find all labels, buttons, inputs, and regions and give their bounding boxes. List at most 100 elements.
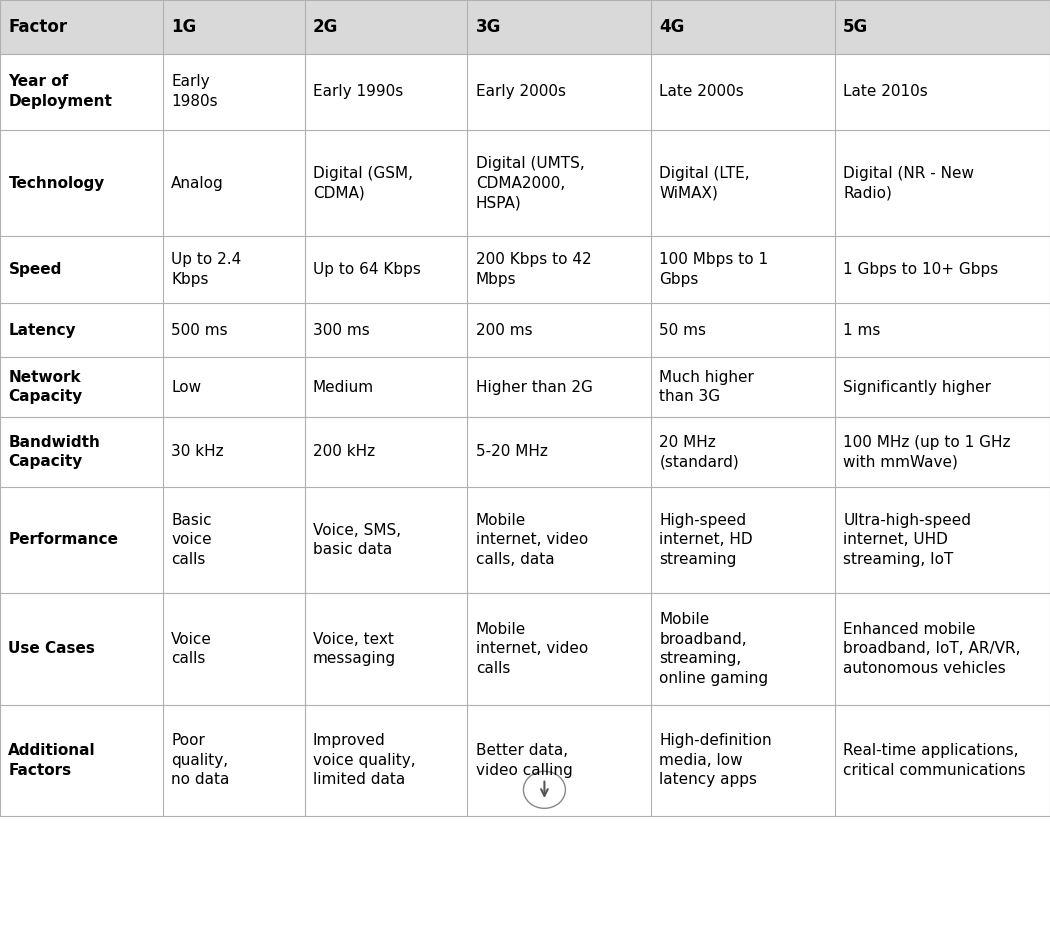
- Text: Digital (NR - New
Radio): Digital (NR - New Radio): [843, 166, 974, 200]
- FancyBboxPatch shape: [163, 417, 304, 487]
- Text: 50 ms: 50 ms: [659, 323, 707, 337]
- FancyBboxPatch shape: [467, 130, 651, 236]
- Text: Bandwidth
Capacity: Bandwidth Capacity: [8, 435, 101, 469]
- FancyBboxPatch shape: [835, 130, 1050, 236]
- Text: Significantly higher: Significantly higher: [843, 379, 991, 395]
- FancyBboxPatch shape: [0, 357, 163, 417]
- Text: Voice, SMS,
basic data: Voice, SMS, basic data: [313, 523, 401, 557]
- FancyBboxPatch shape: [835, 357, 1050, 417]
- Text: 4G: 4G: [659, 18, 685, 36]
- Text: Additional
Factors: Additional Factors: [8, 743, 96, 778]
- FancyBboxPatch shape: [467, 0, 651, 54]
- Text: 5-20 MHz: 5-20 MHz: [476, 444, 547, 460]
- Text: 200 Kbps to 42
Mbps: 200 Kbps to 42 Mbps: [476, 252, 591, 287]
- FancyBboxPatch shape: [163, 705, 304, 816]
- Text: 3G: 3G: [476, 18, 501, 36]
- FancyBboxPatch shape: [651, 357, 835, 417]
- FancyBboxPatch shape: [0, 0, 163, 54]
- Text: 20 MHz
(standard): 20 MHz (standard): [659, 435, 739, 469]
- FancyBboxPatch shape: [0, 236, 163, 303]
- Text: Mobile
internet, video
calls: Mobile internet, video calls: [476, 622, 588, 676]
- Text: Up to 2.4
Kbps: Up to 2.4 Kbps: [171, 252, 242, 287]
- FancyBboxPatch shape: [163, 487, 304, 593]
- Text: Late 2000s: Late 2000s: [659, 84, 744, 99]
- Text: Low: Low: [171, 379, 202, 395]
- Text: Use Cases: Use Cases: [8, 641, 96, 656]
- Text: Ultra-high-speed
internet, UHD
streaming, IoT: Ultra-high-speed internet, UHD streaming…: [843, 513, 971, 567]
- Text: Early
1980s: Early 1980s: [171, 74, 217, 109]
- FancyBboxPatch shape: [467, 705, 651, 816]
- FancyBboxPatch shape: [467, 487, 651, 593]
- FancyBboxPatch shape: [163, 236, 304, 303]
- Text: Year of
Deployment: Year of Deployment: [8, 74, 112, 109]
- FancyBboxPatch shape: [163, 54, 304, 130]
- FancyBboxPatch shape: [304, 303, 467, 357]
- FancyBboxPatch shape: [304, 130, 467, 236]
- Text: 2G: 2G: [313, 18, 338, 36]
- FancyBboxPatch shape: [835, 0, 1050, 54]
- Text: 5G: 5G: [843, 18, 868, 36]
- FancyBboxPatch shape: [304, 705, 467, 816]
- Text: 200 kHz: 200 kHz: [313, 444, 375, 460]
- Text: Speed: Speed: [8, 262, 62, 277]
- Text: Basic
voice
calls: Basic voice calls: [171, 513, 212, 567]
- FancyBboxPatch shape: [835, 303, 1050, 357]
- FancyBboxPatch shape: [0, 303, 163, 357]
- Text: 100 MHz (up to 1 GHz
with mmWave): 100 MHz (up to 1 GHz with mmWave): [843, 435, 1011, 469]
- FancyBboxPatch shape: [651, 303, 835, 357]
- Text: Late 2010s: Late 2010s: [843, 84, 928, 99]
- FancyBboxPatch shape: [651, 417, 835, 487]
- Text: High-definition
media, low
latency apps: High-definition media, low latency apps: [659, 733, 772, 787]
- Text: 30 kHz: 30 kHz: [171, 444, 224, 460]
- Text: Much higher
than 3G: Much higher than 3G: [659, 370, 754, 404]
- Text: Mobile
broadband,
streaming,
online gaming: Mobile broadband, streaming, online gami…: [659, 612, 769, 686]
- Text: Better data,
video calling: Better data, video calling: [476, 743, 572, 778]
- FancyBboxPatch shape: [467, 357, 651, 417]
- Text: Digital (GSM,
CDMA): Digital (GSM, CDMA): [313, 166, 413, 200]
- FancyBboxPatch shape: [163, 303, 304, 357]
- Text: 1 ms: 1 ms: [843, 323, 881, 337]
- FancyBboxPatch shape: [467, 417, 651, 487]
- FancyBboxPatch shape: [304, 593, 467, 705]
- Text: 1 Gbps to 10+ Gbps: 1 Gbps to 10+ Gbps: [843, 262, 999, 277]
- Text: Enhanced mobile
broadband, IoT, AR/VR,
autonomous vehicles: Enhanced mobile broadband, IoT, AR/VR, a…: [843, 622, 1021, 676]
- FancyBboxPatch shape: [651, 705, 835, 816]
- FancyBboxPatch shape: [835, 593, 1050, 705]
- FancyBboxPatch shape: [304, 0, 467, 54]
- Text: Early 1990s: Early 1990s: [313, 84, 403, 99]
- FancyBboxPatch shape: [0, 417, 163, 487]
- FancyBboxPatch shape: [0, 487, 163, 593]
- Text: Mobile
internet, video
calls, data: Mobile internet, video calls, data: [476, 513, 588, 567]
- Text: Factor: Factor: [8, 18, 67, 36]
- Text: 1G: 1G: [171, 18, 196, 36]
- FancyBboxPatch shape: [467, 303, 651, 357]
- Text: High-speed
internet, HD
streaming: High-speed internet, HD streaming: [659, 513, 753, 567]
- FancyBboxPatch shape: [467, 54, 651, 130]
- FancyBboxPatch shape: [835, 54, 1050, 130]
- Text: Latency: Latency: [8, 323, 76, 337]
- FancyBboxPatch shape: [467, 236, 651, 303]
- FancyBboxPatch shape: [651, 0, 835, 54]
- FancyBboxPatch shape: [163, 593, 304, 705]
- Text: Early 2000s: Early 2000s: [476, 84, 566, 99]
- FancyBboxPatch shape: [163, 357, 304, 417]
- FancyBboxPatch shape: [0, 705, 163, 816]
- FancyBboxPatch shape: [835, 236, 1050, 303]
- FancyBboxPatch shape: [163, 0, 304, 54]
- FancyBboxPatch shape: [304, 417, 467, 487]
- FancyBboxPatch shape: [467, 593, 651, 705]
- FancyBboxPatch shape: [304, 357, 467, 417]
- Text: Performance: Performance: [8, 532, 119, 548]
- FancyBboxPatch shape: [835, 705, 1050, 816]
- FancyBboxPatch shape: [651, 130, 835, 236]
- FancyBboxPatch shape: [304, 236, 467, 303]
- Text: Network
Capacity: Network Capacity: [8, 370, 83, 404]
- FancyBboxPatch shape: [0, 130, 163, 236]
- Text: Digital (LTE,
WiMAX): Digital (LTE, WiMAX): [659, 166, 750, 200]
- FancyBboxPatch shape: [304, 487, 467, 593]
- Text: Higher than 2G: Higher than 2G: [476, 379, 592, 395]
- Text: Real-time applications,
critical communications: Real-time applications, critical communi…: [843, 743, 1026, 778]
- Text: Up to 64 Kbps: Up to 64 Kbps: [313, 262, 421, 277]
- Text: 100 Mbps to 1
Gbps: 100 Mbps to 1 Gbps: [659, 252, 769, 287]
- Text: 500 ms: 500 ms: [171, 323, 228, 337]
